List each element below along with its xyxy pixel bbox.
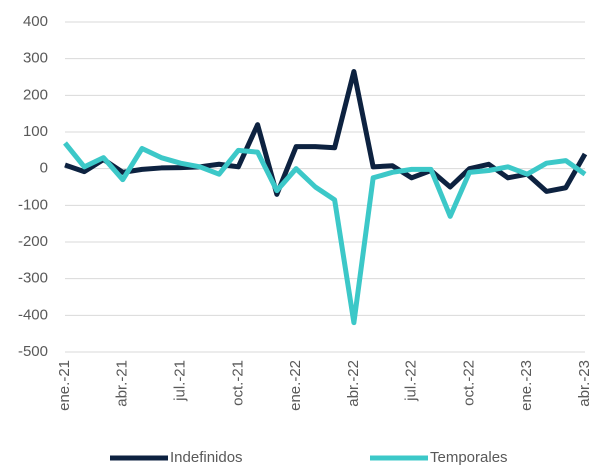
- x-tick-label: oct.-21: [229, 360, 246, 406]
- y-tick-label: 100: [23, 123, 48, 140]
- legend-label: Indefinidos: [170, 449, 243, 466]
- x-tick-label: ene.-21: [56, 360, 73, 411]
- y-tick-label: 400: [23, 13, 48, 30]
- x-tick-label: abr.-21: [114, 360, 131, 407]
- series-line: [63, 141, 587, 326]
- y-tick-label: 0: [40, 160, 48, 177]
- x-tick-label: ene.-23: [518, 360, 535, 411]
- y-tick-label: -500: [18, 343, 48, 360]
- y-tick-label: -200: [18, 233, 48, 250]
- y-tick-label: -100: [18, 196, 48, 213]
- x-tick-label: jul.-22: [403, 360, 420, 402]
- y-tick-label: 200: [23, 86, 48, 103]
- y-tick-label: -400: [18, 306, 48, 323]
- x-tick-label: abr.-23: [576, 360, 593, 407]
- legend-label: Temporales: [430, 449, 508, 466]
- y-tick-label: -300: [18, 270, 48, 287]
- x-tick-label: ene.-22: [287, 360, 304, 411]
- series-line: [64, 69, 588, 197]
- x-tick-label: oct.-22: [460, 360, 477, 406]
- x-tick-label: abr.-22: [345, 360, 362, 407]
- y-tick-label: 300: [23, 50, 48, 67]
- x-tick-label: jul.-21: [172, 360, 189, 402]
